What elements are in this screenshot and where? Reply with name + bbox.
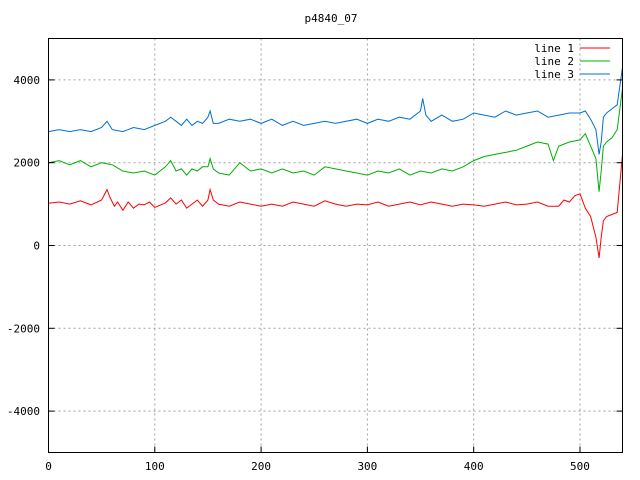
chart-title: p4840_07 xyxy=(305,12,358,25)
axes: 0 100 200 300 400 500 -4000 -2000 0 2000 4000 xyxy=(7,74,623,473)
y-tick-label: -2000 xyxy=(7,322,40,335)
x-tick-label: 100 xyxy=(145,460,165,473)
y-tick-label: 4000 xyxy=(14,74,41,87)
y-tick-label: 2000 xyxy=(14,157,41,170)
x-tick-label: 0 xyxy=(45,460,52,473)
x-tick-label: 200 xyxy=(251,460,271,473)
x-tick-label: 300 xyxy=(357,460,377,473)
series-line-3 xyxy=(48,67,623,155)
y-tick-label: 0 xyxy=(33,240,40,253)
legend-label-2: line 2 xyxy=(534,55,574,68)
series-line-1 xyxy=(48,154,623,258)
x-tick-label: 400 xyxy=(464,460,484,473)
series-layer xyxy=(48,67,623,258)
legend-label-1: line 1 xyxy=(534,42,574,55)
grid xyxy=(48,38,623,453)
legend-label-3: line 3 xyxy=(534,68,574,81)
series-line-2 xyxy=(48,88,623,192)
y-tick-label: -4000 xyxy=(7,405,40,418)
x-tick-label: 500 xyxy=(570,460,590,473)
